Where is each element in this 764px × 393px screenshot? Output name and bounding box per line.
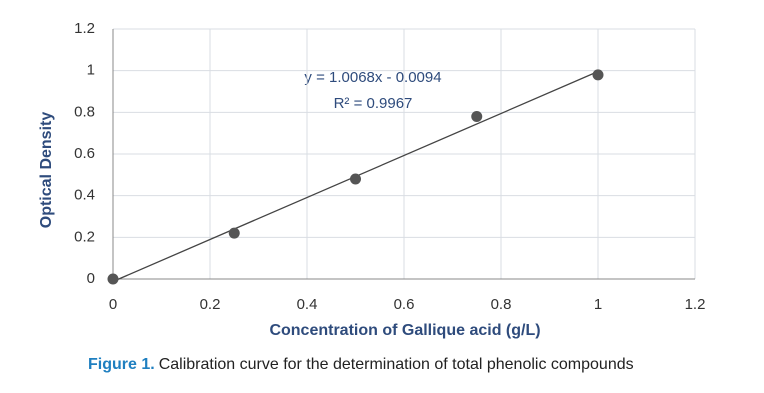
x-tick-label: 1.2 [685, 296, 706, 313]
y-tick-label: 0.2 [74, 228, 95, 245]
caption-label: Figure 1. [88, 356, 155, 373]
point [592, 69, 604, 81]
x-tick-label: 0.6 [394, 296, 415, 313]
x-tick-label: 0 [109, 296, 117, 313]
x-tick-label: 0.4 [297, 296, 318, 313]
x-tick-label: 1 [594, 296, 602, 313]
y-tick-label: 0.6 [74, 145, 95, 162]
y-tick-label: 0.4 [74, 187, 95, 204]
point [350, 173, 361, 185]
y-tick-label: 1 [87, 62, 95, 79]
y-axis-label: Optical Density [38, 112, 55, 229]
y-tick-label: 1.2 [74, 20, 95, 37]
point [107, 273, 119, 285]
caption-text: Calibration curve for the determination … [159, 356, 634, 373]
x-axis-label: Concentration of Gallique acid (g/L) [269, 322, 540, 339]
point [228, 227, 240, 239]
caption: Figure 1. Calibration curve for the deter… [88, 356, 634, 373]
x-tick-label: 0.8 [491, 296, 512, 313]
x-tick-label: 0.2 [200, 296, 221, 313]
r-squared: R² = 0.9967 [334, 95, 413, 112]
equation: y = 1.0068x - 0.0094 [304, 69, 441, 86]
y-tick-label: 0.8 [74, 103, 95, 120]
point [471, 111, 483, 122]
y-tick-label: 0 [87, 270, 95, 287]
